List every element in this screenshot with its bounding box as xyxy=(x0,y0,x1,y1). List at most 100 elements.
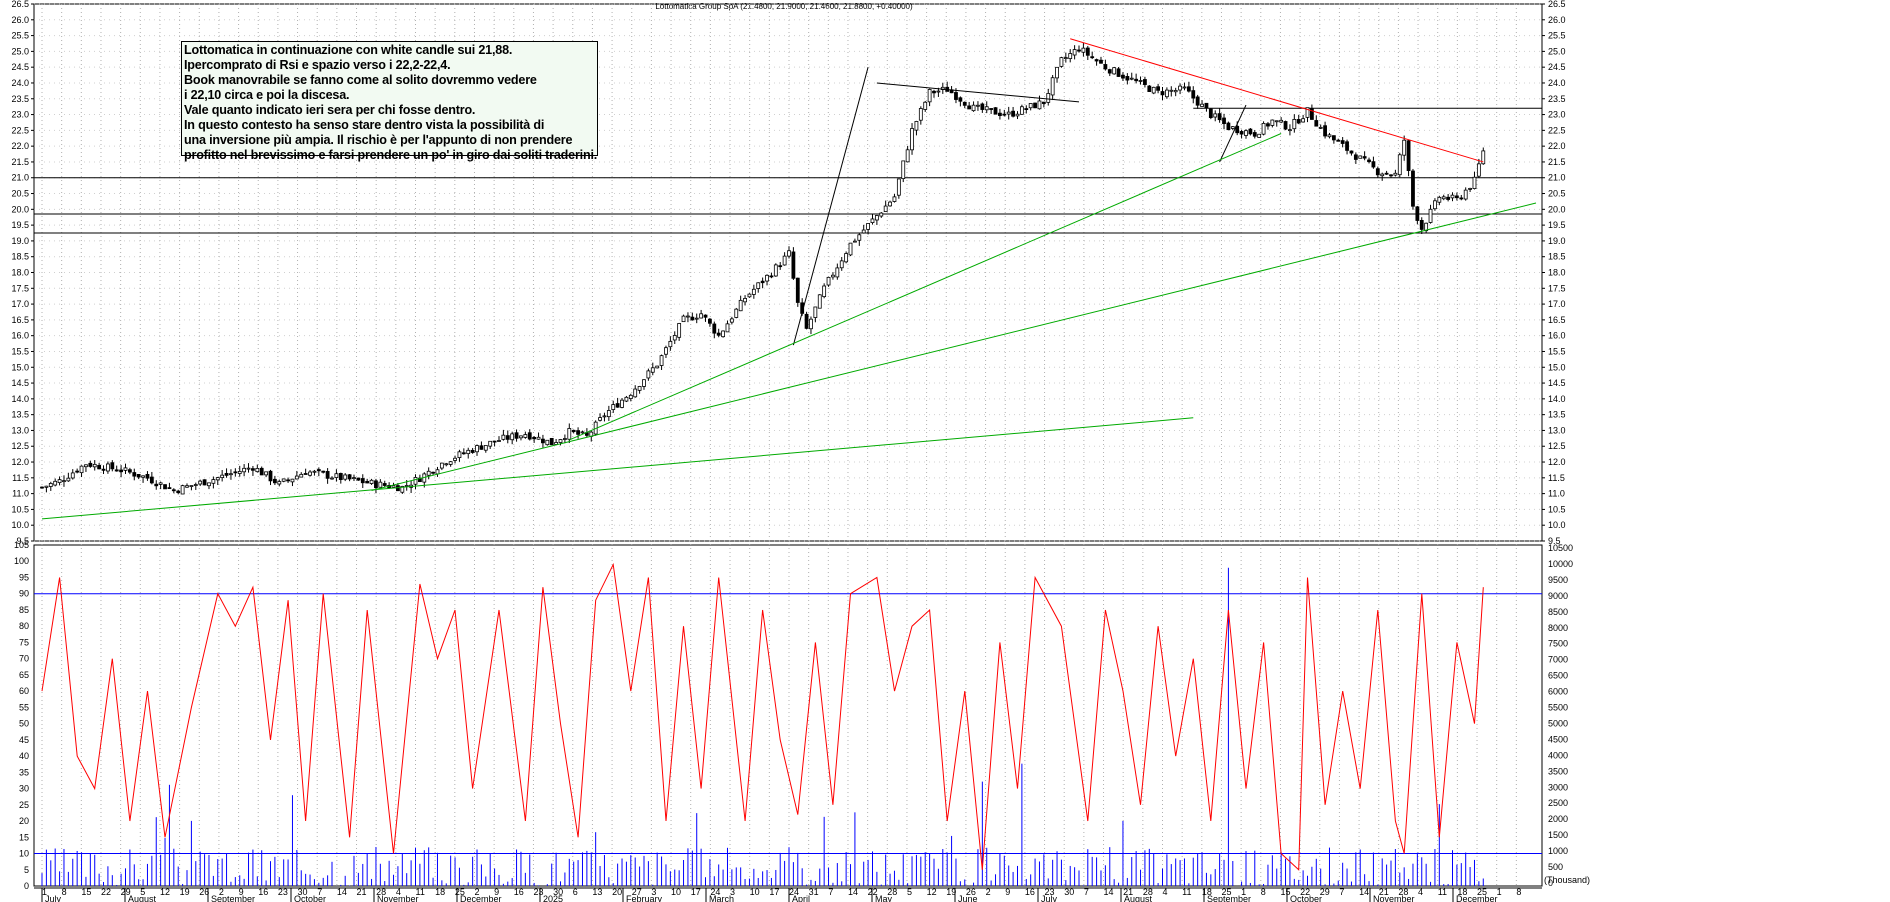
candle-body[interactable] xyxy=(1459,197,1464,200)
candle-body[interactable] xyxy=(391,485,396,488)
candle-body[interactable] xyxy=(1169,89,1174,92)
candle-body[interactable] xyxy=(488,440,493,447)
candle-body[interactable] xyxy=(853,240,857,243)
candle-body[interactable] xyxy=(1279,119,1284,123)
candle-body[interactable] xyxy=(492,440,497,443)
candle-body[interactable] xyxy=(193,484,198,486)
candle-body[interactable] xyxy=(839,260,844,269)
candle-body[interactable] xyxy=(1252,132,1257,137)
candle-body[interactable] xyxy=(132,472,137,477)
candle-body[interactable] xyxy=(1340,140,1345,144)
candle-body[interactable] xyxy=(1063,57,1068,60)
candle-body[interactable] xyxy=(879,212,884,217)
candle-body[interactable] xyxy=(1384,172,1389,175)
candle-body[interactable] xyxy=(1182,86,1187,89)
candle-body[interactable] xyxy=(1230,126,1235,129)
candle-body[interactable] xyxy=(40,486,44,489)
candle-body[interactable] xyxy=(220,474,225,479)
candle-body[interactable] xyxy=(1468,188,1472,190)
candle-body[interactable] xyxy=(901,160,906,179)
candle-body[interactable] xyxy=(215,477,220,481)
candle-body[interactable] xyxy=(1327,134,1332,138)
candle-body[interactable] xyxy=(1121,74,1125,79)
candle-body[interactable] xyxy=(826,276,831,286)
candle-body[interactable] xyxy=(237,470,242,474)
candle-body[interactable] xyxy=(1270,119,1275,126)
candle-body[interactable] xyxy=(905,149,910,163)
candle-body[interactable] xyxy=(998,112,1002,116)
candle-body[interactable] xyxy=(1028,103,1033,109)
candle-body[interactable] xyxy=(1006,111,1011,115)
candle-body[interactable] xyxy=(44,485,49,488)
candle-body[interactable] xyxy=(861,229,866,234)
candle-body[interactable] xyxy=(448,461,453,465)
candle-body[interactable] xyxy=(97,465,102,470)
candle-body[interactable] xyxy=(971,104,976,112)
candle-body[interactable] xyxy=(769,275,774,278)
candle-body[interactable] xyxy=(264,471,269,476)
candle-body[interactable] xyxy=(435,469,440,475)
candle-body[interactable] xyxy=(378,481,383,488)
candle-body[interactable] xyxy=(461,452,466,455)
candle-body[interactable] xyxy=(308,471,312,476)
candle-body[interactable] xyxy=(721,330,725,338)
candle-body[interactable] xyxy=(813,306,818,318)
candle-body[interactable] xyxy=(519,435,523,439)
candle-body[interactable] xyxy=(1389,174,1393,177)
candle-body[interactable] xyxy=(615,403,620,408)
candle-body[interactable] xyxy=(114,469,119,472)
candle-body[interactable] xyxy=(932,90,936,94)
candle-body[interactable] xyxy=(79,465,84,474)
candle-body[interactable] xyxy=(694,317,699,320)
candle-body[interactable] xyxy=(558,439,563,443)
candle-body[interactable] xyxy=(1107,69,1112,74)
candle-body[interactable] xyxy=(681,315,686,323)
candle-body[interactable] xyxy=(1428,208,1433,223)
candle-body[interactable] xyxy=(514,432,519,439)
candle-body[interactable] xyxy=(497,440,501,442)
candle-body[interactable] xyxy=(1041,101,1046,104)
candle-body[interactable] xyxy=(343,474,348,480)
candle-body[interactable] xyxy=(457,451,462,458)
candle-body[interactable] xyxy=(809,318,813,330)
candle-body[interactable] xyxy=(844,253,849,263)
candle-body[interactable] xyxy=(255,468,260,473)
candle-body[interactable] xyxy=(1134,78,1139,82)
candle-body[interactable] xyxy=(272,478,277,484)
candle-body[interactable] xyxy=(1419,220,1424,230)
candle-body[interactable] xyxy=(1310,108,1314,120)
candle-body[interactable] xyxy=(1125,76,1130,81)
candle-body[interactable] xyxy=(756,282,761,289)
candle-body[interactable] xyxy=(1261,122,1266,135)
candle-body[interactable] xyxy=(1402,139,1407,156)
candle-body[interactable] xyxy=(510,433,515,441)
candle-body[interactable] xyxy=(541,438,545,444)
candle-body[interactable] xyxy=(1433,200,1437,210)
candle-body[interactable] xyxy=(413,477,418,485)
candle-body[interactable] xyxy=(347,474,352,480)
candle-body[interactable] xyxy=(677,323,682,338)
candle-body[interactable] xyxy=(466,449,471,455)
candle-body[interactable] xyxy=(664,347,668,355)
candle-body[interactable] xyxy=(431,471,435,474)
candle-body[interactable] xyxy=(110,462,115,470)
candle-body[interactable] xyxy=(936,90,941,93)
candle-body[interactable] xyxy=(791,251,796,279)
candle-body[interactable] xyxy=(1476,163,1481,177)
candle-body[interactable] xyxy=(611,404,616,410)
candle-body[interactable] xyxy=(708,318,712,324)
candle-body[interactable] xyxy=(268,470,273,482)
candle-body[interactable] xyxy=(606,410,611,418)
candle-body[interactable] xyxy=(360,478,365,484)
candle-body[interactable] xyxy=(642,379,646,387)
candle-body[interactable] xyxy=(1406,140,1411,171)
candle-body[interactable] xyxy=(1288,129,1292,132)
candle-body[interactable] xyxy=(690,316,695,321)
candle-body[interactable] xyxy=(1292,118,1297,130)
candle-body[interactable] xyxy=(1085,47,1090,56)
candle-body[interactable] xyxy=(1191,90,1196,99)
candle-body[interactable] xyxy=(1455,195,1459,199)
candle-body[interactable] xyxy=(163,484,167,490)
candle-body[interactable] xyxy=(1033,102,1037,109)
candle-body[interactable] xyxy=(620,399,624,408)
